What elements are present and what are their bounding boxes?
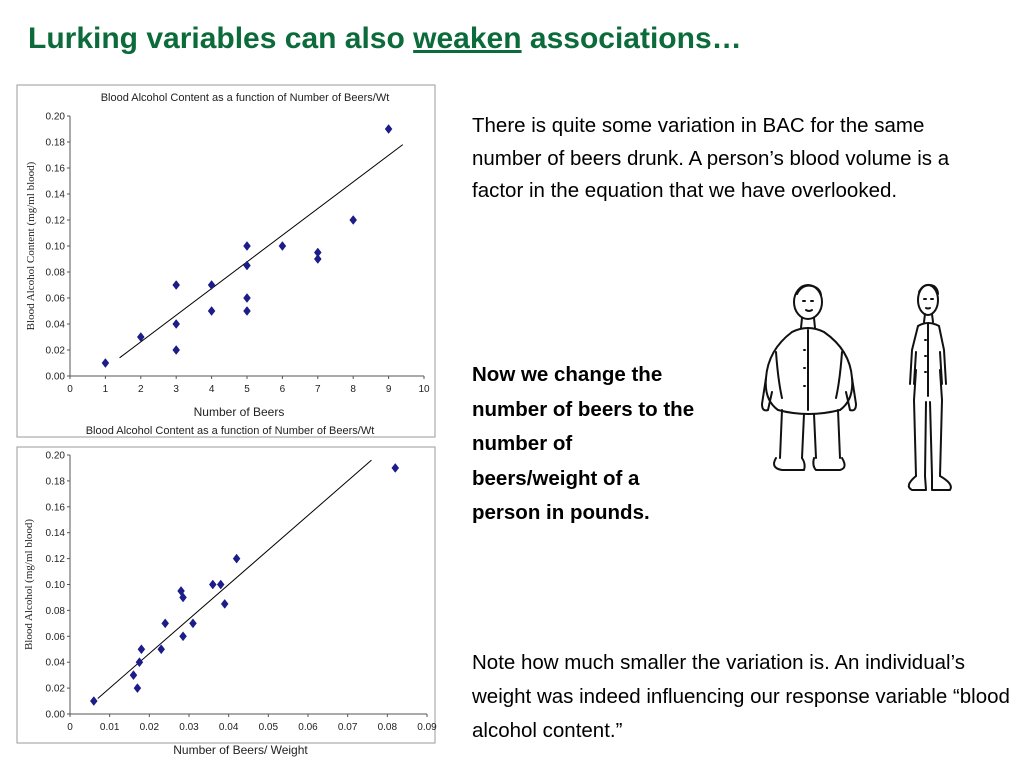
trend-line — [97, 459, 372, 699]
data-point — [243, 293, 251, 303]
x-tick-label: 0.08 — [378, 722, 398, 733]
y-tick-label: 0.08 — [46, 606, 66, 617]
data-point — [243, 306, 251, 316]
y-tick-label: 0.04 — [46, 320, 66, 331]
data-point — [207, 306, 216, 316]
data-point — [384, 124, 393, 134]
data-point — [89, 696, 98, 706]
title-emphasis: weaken — [413, 22, 522, 55]
data-point — [179, 592, 187, 603]
y-tick-label: 0.10 — [46, 242, 66, 253]
x-tick-label: 0 — [67, 384, 73, 395]
data-point — [391, 463, 400, 473]
x-tick-label: 10 — [418, 384, 430, 395]
x-axis-label: Number of Beers — [194, 405, 285, 419]
x-tick-label: 8 — [350, 384, 356, 395]
data-point — [243, 260, 251, 271]
data-point — [129, 670, 138, 681]
data-point — [232, 553, 241, 564]
data-point — [189, 618, 197, 629]
chart-title: Blood Alcohol Content as a function of N… — [86, 425, 375, 437]
data-point — [133, 683, 142, 694]
x-tick-label: 0.06 — [298, 722, 318, 733]
data-point — [208, 579, 217, 590]
paragraph-smaller-variation: Note how much smaller the variation is. … — [472, 651, 1010, 742]
paragraph-change-variable: Now we change the number of beers to the… — [472, 363, 695, 524]
data-point — [349, 215, 358, 225]
data-point — [157, 644, 166, 655]
x-tick-label: 2 — [138, 384, 144, 395]
y-tick-label: 0.06 — [46, 294, 66, 305]
data-point — [135, 657, 144, 668]
y-tick-label: 0.14 — [46, 190, 66, 201]
x-tick-label: 0.05 — [259, 722, 279, 733]
data-point — [172, 345, 181, 355]
chart-frame — [16, 84, 436, 438]
data-point — [278, 241, 287, 251]
data-point — [101, 358, 110, 368]
x-tick-label: 0.02 — [140, 722, 160, 733]
y-tick-label: 0.04 — [46, 658, 66, 669]
x-tick-label: 9 — [386, 384, 392, 395]
data-point — [161, 618, 170, 629]
x-tick-label: 0.03 — [179, 722, 199, 733]
y-tick-label: 0.02 — [46, 346, 66, 357]
y-tick-label: 0.12 — [46, 554, 66, 565]
x-tick-label: 6 — [280, 384, 286, 395]
data-point — [172, 319, 181, 329]
x-tick-label: 4 — [209, 384, 215, 395]
x-tick-label: 1 — [103, 384, 109, 395]
data-point — [220, 599, 229, 609]
data-point — [243, 241, 251, 251]
data-point — [313, 254, 322, 264]
x-axis-label: Number of Beers/ Weight — [173, 743, 308, 757]
title-suffix: associations… — [521, 22, 742, 55]
chart-frame — [16, 446, 436, 744]
data-point — [137, 644, 146, 655]
x-tick-label: 0.09 — [417, 722, 437, 733]
thin-man-drawing — [892, 280, 962, 500]
y-tick-label: 0.14 — [46, 528, 66, 539]
x-tick-label: 0.04 — [219, 722, 239, 733]
y-tick-label: 0.20 — [46, 451, 66, 462]
y-tick-label: 0.02 — [46, 684, 66, 695]
x-tick-label: 0.07 — [338, 722, 358, 733]
trend-line — [119, 144, 404, 359]
y-tick-label: 0.00 — [46, 372, 66, 383]
data-point — [216, 579, 225, 590]
y-tick-label: 0.18 — [46, 138, 66, 149]
y-tick-label: 0.20 — [46, 112, 66, 123]
y-tick-label: 0.16 — [46, 502, 66, 513]
data-point — [207, 280, 216, 290]
y-tick-label: 0.06 — [46, 632, 66, 643]
x-tick-label: 3 — [173, 384, 179, 395]
y-tick-label: 0.18 — [46, 476, 66, 487]
paragraph-bac-variation: There is quite some variation in BAC for… — [472, 114, 950, 202]
y-axis-label: Blood Alcohol Content (mg/ml blood) — [25, 161, 37, 330]
y-axis-label: Blood Alcohol (mg/ml blood) — [23, 519, 35, 650]
chart-title: Blood Alcohol Content as a function of N… — [101, 92, 390, 104]
slide-title: Lurking variables can also weaken associ… — [28, 22, 742, 56]
y-tick-label: 0.10 — [46, 580, 66, 591]
title-prefix: Lurking variables can also — [28, 22, 414, 55]
chart-2: Blood Alcohol Content as a function of N… — [16, 425, 437, 757]
x-tick-label: 0.01 — [100, 722, 120, 733]
y-tick-label: 0.00 — [46, 710, 66, 721]
data-point — [136, 332, 145, 342]
y-tick-label: 0.08 — [46, 268, 66, 279]
y-tick-label: 0.12 — [46, 216, 66, 227]
data-point — [172, 280, 181, 290]
data-point — [179, 631, 187, 642]
heavy-man-drawing — [752, 280, 867, 485]
x-tick-label: 5 — [244, 384, 250, 395]
x-tick-label: 7 — [315, 384, 321, 395]
chart-1: Blood Alcohol Content as a function of N… — [16, 84, 436, 438]
x-tick-label: 0 — [67, 722, 73, 733]
y-tick-label: 0.16 — [46, 164, 66, 175]
